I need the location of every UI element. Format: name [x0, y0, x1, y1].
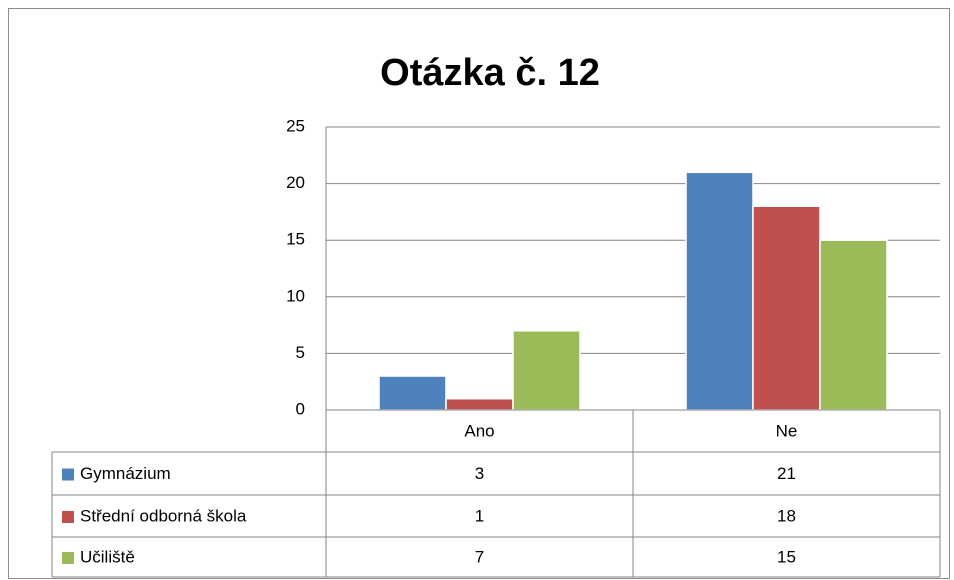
- y-tick-label: 20: [286, 173, 305, 192]
- y-tick-label: 5: [296, 343, 305, 362]
- table-value: 18: [777, 506, 796, 525]
- chart-title: Otázka č. 12: [380, 52, 600, 94]
- y-tick-label: 15: [286, 230, 305, 249]
- table-value: 3: [475, 464, 484, 483]
- legend-swatch: [62, 511, 74, 523]
- table-value: 1: [475, 506, 484, 525]
- bar: [378, 375, 447, 411]
- bar: [685, 171, 754, 411]
- legend-swatch: [62, 552, 74, 564]
- legend-label: Gymnázium: [80, 464, 171, 483]
- table-value: 21: [777, 464, 796, 483]
- x-tick-label: Ano: [464, 421, 494, 440]
- table-value: 15: [777, 547, 796, 566]
- y-tick-label: 25: [286, 116, 305, 135]
- bar: [512, 330, 581, 411]
- table-value: 7: [475, 547, 484, 566]
- bar: [819, 239, 888, 411]
- legend-swatch: [62, 468, 74, 481]
- bar: [752, 205, 821, 411]
- y-tick-label: 0: [296, 399, 305, 418]
- legend-label: Střední odborná škola: [80, 506, 247, 525]
- legend-label: Učiliště: [80, 547, 135, 566]
- bar: [445, 397, 514, 411]
- x-tick-label: Ne: [776, 421, 798, 440]
- y-tick-label: 10: [286, 286, 305, 305]
